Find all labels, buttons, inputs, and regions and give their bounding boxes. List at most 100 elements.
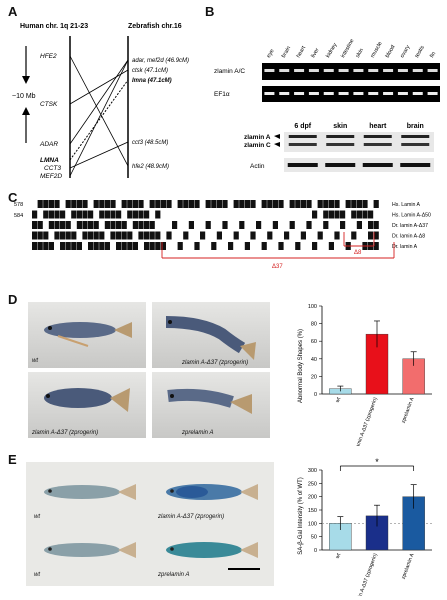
residue-block <box>127 200 133 208</box>
label-actin: Actin <box>250 163 265 170</box>
residue-block <box>65 221 71 229</box>
species-labels: Hs. Lamin A Hs. Lamin A-Δ50 Dr. lamin A-Δ3… <box>392 202 431 250</box>
abnormal-body-shapes-chart: Abnormal Body Shapes (%) 0 20 40 60 80 100 wt z… <box>298 304 432 446</box>
residue-block <box>300 200 306 208</box>
residue-block <box>144 210 150 219</box>
gene-cct3: CCT3 <box>44 165 61 172</box>
gel-band <box>338 92 349 95</box>
residue-block <box>65 231 71 240</box>
residue-block <box>144 231 150 240</box>
residue-block <box>48 242 54 250</box>
gel-bands <box>264 69 438 95</box>
residue-block <box>188 200 194 208</box>
panel-label-a: A <box>8 4 18 19</box>
residue-block <box>160 200 166 208</box>
significance-star: * <box>375 457 379 467</box>
gel-band <box>294 92 305 95</box>
y-tick-label: 100 <box>308 304 317 310</box>
residue-block <box>116 242 122 250</box>
gel-band <box>412 69 423 72</box>
gene-lmna-zf: lmna (47.1cM) <box>132 78 172 84</box>
lamin-c-band <box>401 143 430 146</box>
tissue-label: brain <box>281 45 292 59</box>
x-category-label: wt <box>335 552 343 559</box>
residue-block <box>155 231 161 240</box>
residue-block <box>267 200 273 208</box>
residue-block <box>256 221 262 229</box>
residue-block <box>328 242 334 250</box>
residue-block <box>43 200 49 208</box>
residue-block <box>323 200 329 208</box>
residue-block <box>88 210 94 219</box>
actin-band <box>362 163 393 167</box>
tissue-labels: eye brain heart liver kidney intestine skin mus… <box>266 38 437 59</box>
tissue-label: testis <box>414 45 426 59</box>
residue-block <box>166 231 172 240</box>
residue-block <box>99 200 105 208</box>
gene-hfe2-zf: hfe2 (48.9cM) <box>132 164 169 170</box>
fish-label-wt: wt <box>32 358 38 364</box>
residue-block <box>110 200 116 208</box>
alignment-pos-578: 578 <box>14 202 23 208</box>
residue-block <box>194 200 200 208</box>
residue-block <box>368 210 374 219</box>
residue-block <box>351 231 357 240</box>
species-label: Hs. Lamin A <box>392 202 421 208</box>
deletion-d8-label: Δ8 <box>354 250 362 256</box>
residue-block <box>216 231 222 240</box>
actin-bands <box>287 163 431 167</box>
fish-photo-zprelamin: zprelamin A <box>152 372 270 438</box>
gel-band <box>279 92 290 95</box>
residue-block <box>250 200 256 208</box>
species-label: Dr. lamin A-Δ8 <box>392 234 425 240</box>
residue-block <box>48 210 54 219</box>
label-zlamin-a: zlamin A <box>244 134 271 141</box>
gene-ctsk: CTSK <box>40 101 58 108</box>
residue-block <box>222 200 228 208</box>
fish-photo-e-wt-2: wt <box>32 528 142 578</box>
tissue-label: skin <box>355 48 365 59</box>
residue-block <box>144 242 150 250</box>
residue-block <box>155 242 161 250</box>
residue-block <box>138 221 144 229</box>
residue-block <box>373 231 379 240</box>
residue-block <box>71 210 77 219</box>
actin-band <box>287 163 318 167</box>
residue-block <box>32 210 38 219</box>
residue-block <box>82 210 88 219</box>
gene-ctsk-zf: ctsk (47.1cM) <box>132 68 168 74</box>
gel-band <box>308 92 319 95</box>
residue-block <box>121 231 127 240</box>
residue-block <box>60 231 66 240</box>
residue-block <box>261 242 267 250</box>
residue-block <box>48 200 54 208</box>
residue-block <box>132 242 138 250</box>
residue-block <box>104 221 110 229</box>
residue-block <box>289 221 295 229</box>
fish-label-e-wt-1: wt <box>34 514 40 520</box>
residue-block <box>138 231 144 240</box>
gel-band <box>397 92 408 95</box>
residue-block <box>127 210 133 219</box>
residue-block <box>340 221 346 229</box>
lamin-c-band <box>363 143 392 146</box>
residue-block <box>312 210 318 219</box>
residue-block <box>289 200 295 208</box>
y-tick-label: 80 <box>311 322 317 328</box>
zebrafish-chr-title: Zebrafish chr.16 <box>128 23 182 30</box>
residue-block <box>54 200 60 208</box>
residue-block <box>76 210 82 219</box>
residue-block <box>295 200 301 208</box>
residue-block <box>65 200 71 208</box>
residue-block <box>54 221 60 229</box>
panel-label-d: D <box>8 292 18 307</box>
gel-band <box>427 92 438 95</box>
gel-band <box>368 92 379 95</box>
residue-block <box>160 242 166 250</box>
actin-band <box>400 163 431 167</box>
tissue-label: blood <box>385 44 397 59</box>
residue-block <box>149 200 155 208</box>
residue-block <box>71 200 77 208</box>
gel-band <box>308 69 319 72</box>
gene-cct3-zf: cct3 (48.5cM) <box>132 140 168 146</box>
